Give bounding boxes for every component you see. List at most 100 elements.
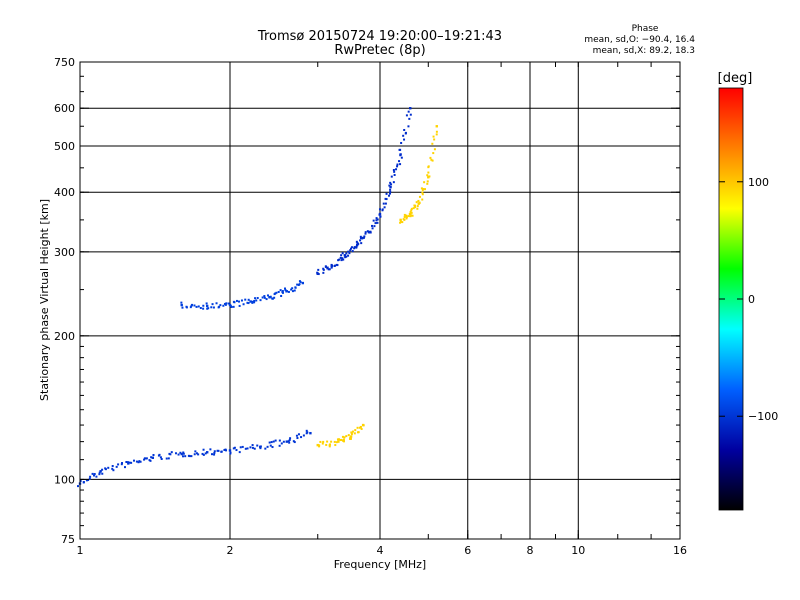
data-point	[143, 457, 146, 460]
data-point	[367, 230, 371, 234]
data-point	[345, 252, 348, 255]
data-point	[285, 440, 288, 443]
data-point	[354, 429, 357, 432]
data-point	[409, 107, 412, 110]
data-point	[400, 141, 403, 144]
data-point	[244, 298, 247, 301]
data-point	[392, 168, 395, 171]
grid	[79, 62, 681, 539]
data-point	[273, 296, 276, 299]
data-point	[268, 441, 271, 444]
data-point	[283, 287, 286, 290]
data-point	[95, 475, 98, 478]
data-point	[340, 259, 343, 262]
data-point	[301, 281, 305, 285]
data-point	[145, 457, 148, 460]
data-point	[337, 440, 340, 443]
data-point	[117, 463, 120, 466]
y-tick-label: 75	[61, 533, 75, 546]
data-point	[205, 304, 209, 308]
data-point	[402, 218, 405, 221]
data-point	[251, 444, 254, 447]
data-point	[302, 434, 305, 437]
data-point	[152, 453, 155, 456]
y-tick-label: 100	[54, 473, 75, 486]
data-point	[238, 304, 241, 307]
data-point	[195, 452, 198, 455]
data-point	[392, 181, 395, 184]
data-point	[151, 456, 155, 459]
data-point	[421, 189, 424, 192]
data-point	[143, 458, 146, 461]
data-point	[341, 435, 344, 438]
data-point	[275, 291, 278, 294]
data-point	[416, 207, 419, 210]
data-point	[375, 217, 378, 220]
data-point	[427, 171, 430, 174]
data-point	[160, 457, 163, 460]
data-point	[432, 152, 435, 155]
data-point	[348, 252, 351, 255]
stats-line-x: mean, sd,X: 89.2, 18.3	[593, 46, 695, 56]
colorbar-tick-label: 0	[748, 293, 755, 306]
data-point	[435, 125, 438, 128]
data-point	[325, 443, 328, 446]
data-point	[135, 460, 138, 463]
data-point	[324, 265, 327, 268]
data-point	[197, 453, 200, 456]
data-point	[435, 133, 438, 136]
data-point	[99, 470, 102, 473]
data-point	[264, 447, 267, 450]
data-point	[410, 209, 413, 212]
data-point	[404, 131, 407, 134]
data-point	[373, 225, 376, 228]
data-point	[360, 242, 363, 245]
data-point	[342, 258, 345, 261]
y-axis-label: Stationary phase Virtual Height [km]	[38, 199, 51, 401]
data-point	[353, 432, 356, 435]
data-point	[249, 300, 252, 303]
data-point	[330, 440, 333, 443]
data-point	[393, 170, 396, 173]
data-point	[359, 239, 362, 242]
data-point	[359, 425, 362, 428]
data-point	[213, 451, 216, 454]
data-point	[361, 423, 365, 427]
data-point	[241, 445, 244, 448]
data-point	[423, 181, 426, 184]
chart-title: Tromsø 20150724 19:20:00–19:21:43	[257, 29, 502, 44]
data-point	[338, 438, 341, 441]
data-point	[229, 451, 232, 454]
data-point	[128, 461, 131, 464]
data-point	[259, 445, 262, 449]
data-point	[400, 156, 403, 159]
x-tick-label: 4	[377, 544, 384, 557]
data-point	[427, 165, 430, 168]
data-point	[414, 204, 417, 207]
data-point	[364, 232, 367, 235]
data-point	[182, 451, 185, 454]
data-point	[269, 444, 272, 447]
data-point	[202, 307, 205, 310]
y-tick-label: 300	[54, 246, 75, 259]
data-point	[191, 303, 194, 306]
data-point	[202, 448, 205, 451]
data-point	[179, 451, 182, 454]
data-point	[104, 467, 107, 470]
data-point	[387, 194, 390, 197]
data-point	[281, 291, 284, 294]
data-point	[265, 298, 268, 301]
data-point	[284, 289, 287, 292]
data-point	[247, 302, 250, 305]
data-point	[339, 256, 342, 259]
data-point	[363, 235, 366, 238]
data-point	[193, 453, 196, 456]
data-point	[316, 272, 319, 275]
data-point	[418, 195, 421, 198]
chart-subtitle: RwPretec (8p)	[334, 43, 425, 58]
data-point	[418, 201, 421, 205]
y-tick-label: 200	[54, 330, 75, 343]
data-point	[360, 427, 363, 430]
data-point	[345, 255, 348, 258]
